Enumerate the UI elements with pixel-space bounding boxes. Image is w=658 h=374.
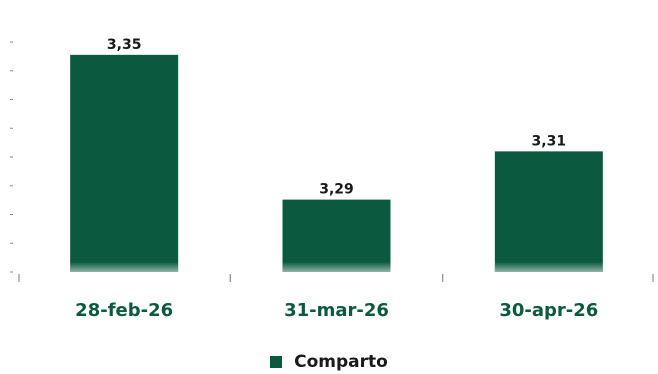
data-label: 3,35 xyxy=(107,37,142,53)
y-axis-ticks xyxy=(10,41,13,273)
bar-31-mar-26 xyxy=(282,199,391,272)
category-label: 30-apr-26 xyxy=(499,300,598,321)
legend-label-comparto: Comparto xyxy=(294,352,388,372)
x-axis-ticks xyxy=(18,274,654,282)
data-label: 3,31 xyxy=(532,133,567,149)
bars-group xyxy=(70,54,603,273)
bar-28-feb-26 xyxy=(70,54,179,273)
category-label: 31-mar-26 xyxy=(284,300,389,321)
legend-swatch xyxy=(270,356,283,368)
bar-shadow xyxy=(70,262,179,272)
bar-30-apr-26 xyxy=(494,151,603,272)
data-label: 3,29 xyxy=(319,182,354,198)
bar-shadow xyxy=(282,262,391,272)
category-label: 28-feb-26 xyxy=(75,300,173,321)
data-labels-group: 3,35 3,29 3,31 xyxy=(107,37,566,198)
bar-shadow xyxy=(494,262,603,272)
category-labels-group: 28-feb-26 31-mar-26 30-apr-26 xyxy=(75,300,598,321)
legend: Comparto xyxy=(0,352,658,372)
